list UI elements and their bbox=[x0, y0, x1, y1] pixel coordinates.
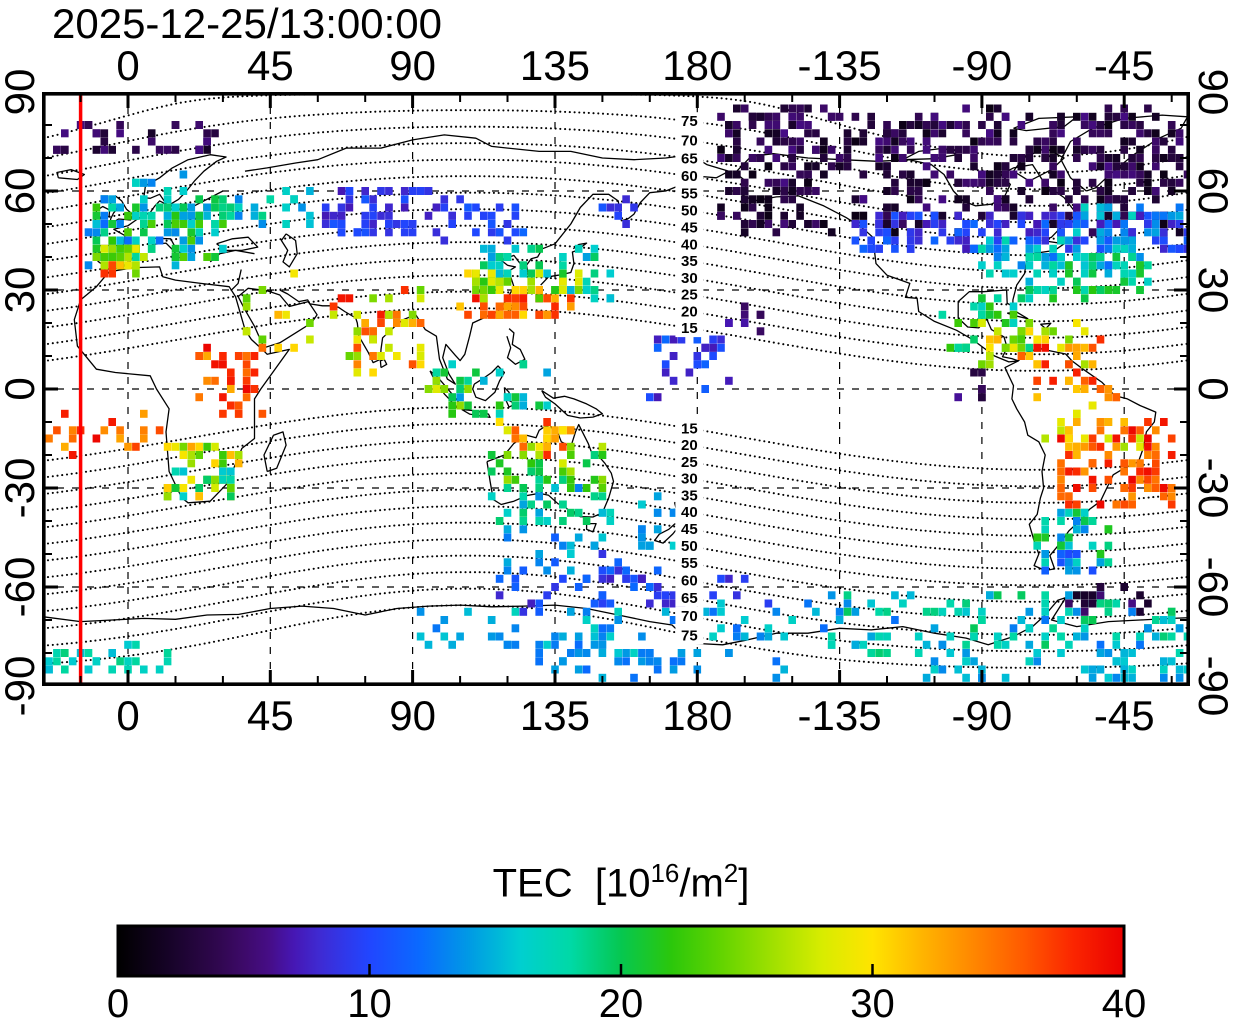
tec-data-squares bbox=[45, 104, 1190, 682]
colorbar-title-prefix: TEC [10 bbox=[492, 861, 651, 906]
colorbar-tick-label: 10 bbox=[347, 982, 392, 1021]
colorbar-title: TEC [1016/m2] bbox=[493, 858, 750, 906]
bottom-lon-tick-label: 45 bbox=[246, 692, 294, 739]
right-lat-tick-label: -30 bbox=[1190, 457, 1235, 519]
colorbar-tick-label: 20 bbox=[598, 982, 644, 1021]
left-lat-tick-label: -90 bbox=[0, 655, 43, 717]
contour-labels: 1520253035404550556065707515202530354045… bbox=[675, 112, 704, 645]
map-frame bbox=[42, 92, 1190, 686]
colorbar-tick-label: 40 bbox=[1101, 982, 1147, 1021]
right-lat-tick-label: -60 bbox=[1190, 556, 1235, 618]
left-lat-tick-label: 30 bbox=[0, 266, 43, 314]
left-lat-tick-label: 0 bbox=[0, 377, 43, 401]
colorbar-tick-label: 30 bbox=[850, 982, 895, 1021]
left-lat-tick-label: 60 bbox=[0, 167, 43, 215]
left-lat-tick-label: -30 bbox=[0, 457, 43, 519]
bottom-lon-tick-label: -135 bbox=[797, 692, 882, 739]
right-lat-tick-label: 60 bbox=[1190, 167, 1235, 215]
top-lon-tick-label: 45 bbox=[246, 42, 294, 89]
top-lon-tick-label: -45 bbox=[1093, 42, 1155, 89]
timestamp-title: 2025-12-25/13:00:00 bbox=[52, 0, 442, 47]
bottom-lon-tick-label: 135 bbox=[519, 692, 590, 739]
right-lat-tick-label: 0 bbox=[1190, 377, 1235, 401]
top-lon-tick-label: 0 bbox=[116, 42, 140, 89]
bottom-lon-tick-label: 180 bbox=[662, 692, 733, 739]
left-lat-tick-label: 90 bbox=[0, 68, 43, 116]
top-lon-tick-label: 135 bbox=[519, 42, 590, 89]
colorbar-title-exponent-1: 16 bbox=[650, 858, 680, 888]
bottom-lon-tick-label: -45 bbox=[1093, 692, 1155, 739]
left-lat-tick-label: -60 bbox=[0, 556, 43, 618]
top-lon-tick-label: 90 bbox=[389, 42, 436, 89]
top-lon-tick-label: -90 bbox=[951, 42, 1013, 89]
axis-minor-ticks bbox=[44, 94, 1188, 684]
top-lon-tick-label: -135 bbox=[797, 42, 882, 89]
colorbar-tick-label: 0 bbox=[106, 982, 130, 1021]
top-lon-tick-label: 180 bbox=[662, 42, 733, 89]
right-lat-tick-label: 90 bbox=[1190, 68, 1235, 116]
tec-colorbar bbox=[116, 924, 1126, 978]
colorbar-title-mid: /m bbox=[679, 861, 724, 906]
colorbar-title-exponent-2: 2 bbox=[723, 858, 739, 888]
right-lat-tick-label: -90 bbox=[1190, 655, 1235, 717]
colorbar-title-suffix: ] bbox=[738, 861, 750, 906]
bottom-lon-tick-label: -90 bbox=[951, 692, 1013, 739]
bottom-lon-tick-label: 90 bbox=[389, 692, 436, 739]
right-lat-tick-label: 30 bbox=[1190, 266, 1235, 314]
colorbar-frame bbox=[116, 924, 1126, 978]
bottom-lon-tick-label: 0 bbox=[116, 692, 140, 739]
world-tec-map: 1520253035404550556065707515202530354045… bbox=[42, 92, 1190, 686]
axis-ticks bbox=[44, 92, 1188, 686]
